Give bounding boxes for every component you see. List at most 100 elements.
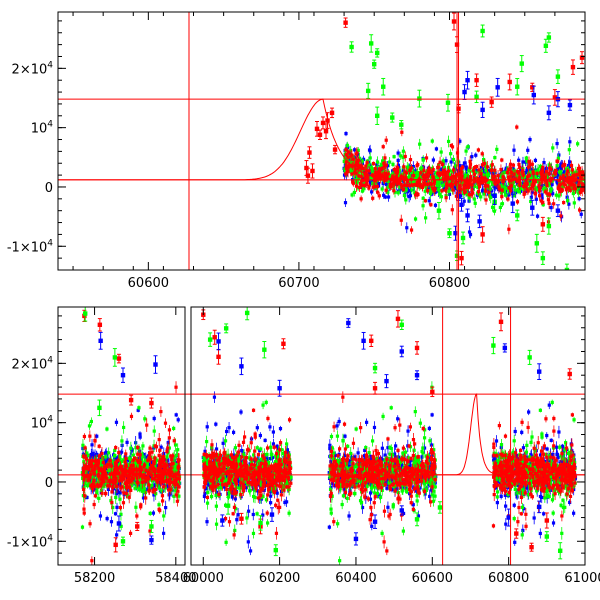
data-point-red [540,222,546,227]
data-point-green [365,88,371,94]
data-point-green [414,517,420,522]
data-point-green [460,235,466,241]
series-blue [453,70,573,241]
data-point-red [317,132,323,137]
y-tick-label: -1×104 [7,238,53,255]
data-point-blue [536,504,542,510]
panel-top: 60600 60700 60800 -1×104 0 104 2×104 [7,11,586,291]
y-tick-label: 0 [45,181,53,196]
data-cloud-bottom [80,381,578,565]
data-point-green [368,41,374,46]
data-point-blue [346,320,351,326]
data-point-green [480,28,485,34]
data-point-blue [361,338,366,344]
data-point-green [546,35,552,40]
data-point-blue [555,208,561,213]
data-point-green [83,311,88,316]
data-point-green [258,520,263,526]
data-point-blue [120,373,126,378]
data-point-blue [546,110,552,116]
data-point-green [546,223,552,229]
data-point-red [474,78,479,83]
data-point-blue [465,213,470,218]
data-point-red [149,400,154,406]
data-point-blue [567,102,573,108]
x-tick-label: 60200 [259,571,300,586]
data-point-green [225,503,231,508]
data-point-red [459,255,464,261]
data-point-blue [153,362,158,367]
data-point-blue [220,518,225,523]
data-point-red [514,531,519,536]
x-tick-label: 60800 [429,276,470,291]
data-point-red [570,64,576,70]
data-point-green [519,61,524,66]
plot-area-bottom [58,307,585,565]
data-point-blue [536,369,542,374]
data-point-red [314,126,320,132]
data-point-red [135,524,140,529]
data-point-green [120,539,126,544]
data-point-red [329,110,335,116]
x-tick-label: 60000 [183,571,224,586]
data-point-red [116,356,122,361]
data-point-green [436,208,442,213]
x-tick-label: 60800 [488,571,529,586]
data-point-green [544,534,550,539]
data-point-green [491,343,496,348]
data-point-green [557,548,563,553]
data-point-green [540,255,546,261]
x-tick-label: 61000 [564,571,600,586]
data-point-red [97,322,103,327]
data-point-green [273,547,278,553]
data-point-green [447,231,452,236]
data-point-green [515,213,520,218]
x-tick-label: 60700 [278,276,319,291]
data-point-red [128,397,134,403]
plot-frame [57,11,586,271]
y-tick-label: 0 [45,476,53,491]
data-point-red [369,338,374,344]
data-point-green [399,122,404,127]
data-point-red [310,168,315,174]
data-point-green [375,113,380,118]
plot-frame-right [190,306,586,566]
data-point-green [349,44,354,50]
data-point-green [149,524,154,529]
data-point-blue [353,536,359,542]
x-tick-label: 60400 [335,571,376,586]
data-point-blue [399,349,404,354]
data-point-green [112,355,118,360]
data-point-green [534,241,540,246]
data-point-green [527,355,532,360]
x-tick-label: 60600 [128,276,169,291]
y-tick-label: 2×104 [12,355,54,372]
data-point-blue [277,386,282,391]
data-point-green [372,365,378,371]
data-point-green [390,115,395,120]
data-point-green [445,100,451,105]
data-point-red [507,79,512,85]
data-point-green [437,505,443,510]
x-tick-label: 60600 [412,571,453,586]
series-green [349,24,570,270]
data-point-green [207,337,213,342]
y-tick-label: 104 [31,415,54,432]
data-point-red [544,518,550,523]
data-point-green [564,267,570,270]
data-point-blue [492,193,497,199]
data-point-red [480,232,485,237]
data-point-blue [384,378,389,384]
data-point-red [530,85,535,90]
data-point-red [529,545,534,550]
data-point-red [451,19,457,24]
data-point-blue [98,338,103,344]
data-point-blue [414,373,420,378]
data-point-green [244,310,250,316]
data-point-red [395,316,401,322]
data-point-green [372,61,377,67]
data-point-blue [372,519,378,524]
data-point-red [414,345,420,351]
